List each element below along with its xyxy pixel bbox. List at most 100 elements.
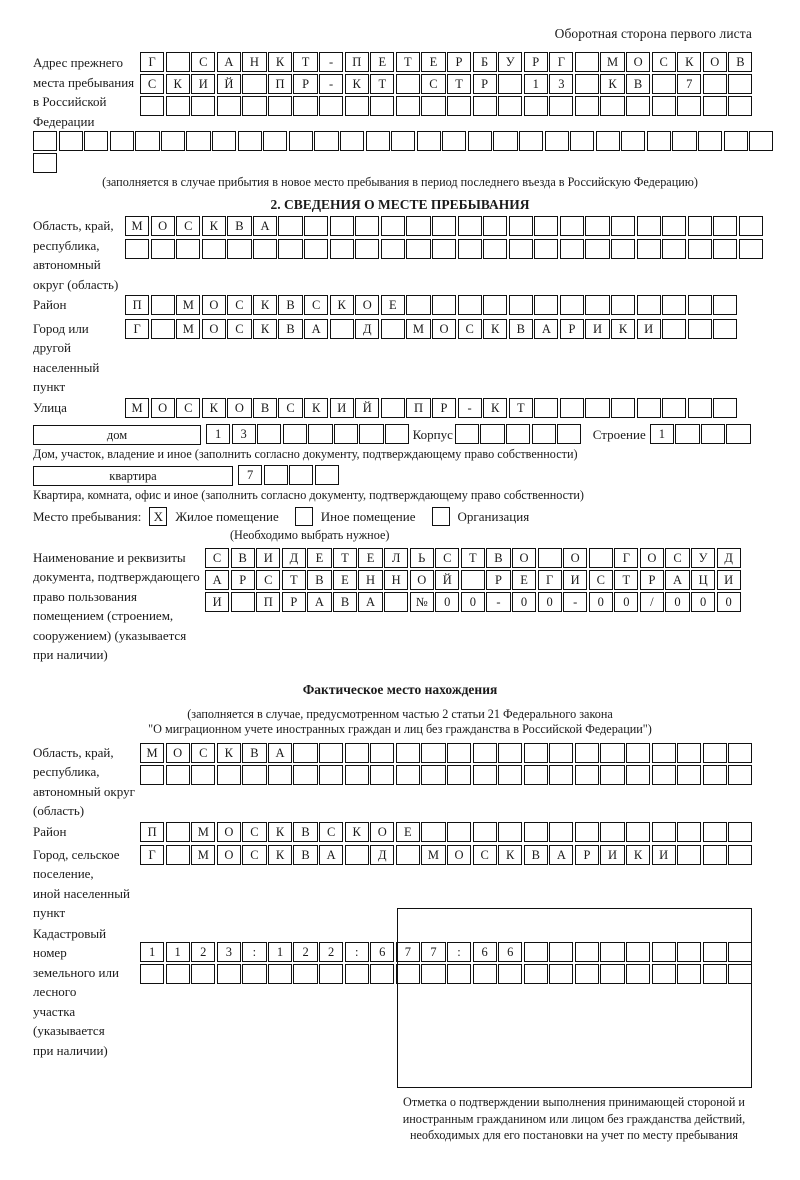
char-cell[interactable]: : <box>242 941 267 962</box>
char-cell[interactable]: П <box>256 592 281 612</box>
char-cell[interactable] <box>559 397 585 418</box>
char-cell[interactable]: Е <box>421 52 446 72</box>
char-cell[interactable]: К <box>304 397 329 418</box>
char-cell[interactable] <box>457 295 482 316</box>
char-cell[interactable] <box>191 764 216 785</box>
char-cell[interactable] <box>687 238 712 259</box>
char-cell[interactable]: 1 <box>649 423 674 444</box>
char-cell[interactable] <box>549 764 574 785</box>
char-cell[interactable]: 2 <box>319 941 344 962</box>
char-cell[interactable]: В <box>486 547 511 568</box>
char-cell[interactable]: 7 <box>421 941 446 962</box>
char-cell[interactable]: С <box>191 742 216 763</box>
char-cell[interactable] <box>595 131 620 151</box>
char-cell[interactable]: В <box>293 821 318 842</box>
char-cell[interactable] <box>651 742 676 763</box>
char-cell[interactable]: С <box>304 295 329 316</box>
char-cell[interactable] <box>523 742 548 763</box>
char-cell[interactable]: К <box>610 318 636 339</box>
char-cell[interactable]: Ь <box>409 547 434 568</box>
char-cell[interactable] <box>230 592 255 612</box>
char-cell[interactable] <box>33 131 58 151</box>
char-cell[interactable]: М <box>140 742 165 763</box>
char-cell[interactable]: В <box>252 397 278 418</box>
char-cell[interactable] <box>370 742 395 763</box>
char-cell[interactable] <box>636 238 661 259</box>
char-cell[interactable]: С <box>242 844 267 865</box>
char-cell[interactable] <box>370 964 395 984</box>
char-cell[interactable]: С <box>256 569 281 590</box>
char-cell[interactable] <box>549 821 574 842</box>
char-cell[interactable] <box>304 216 329 237</box>
char-cell[interactable] <box>702 96 727 117</box>
char-cell[interactable]: И <box>191 74 216 95</box>
char-cell[interactable] <box>713 318 738 339</box>
char-cell[interactable] <box>454 423 480 444</box>
char-cell[interactable]: 1 <box>165 941 190 962</box>
char-cell[interactable] <box>651 941 676 962</box>
char-cell[interactable]: А <box>216 52 241 72</box>
char-cell[interactable] <box>355 216 380 237</box>
char-cell[interactable]: - <box>319 52 344 72</box>
char-cell[interactable] <box>610 295 636 316</box>
char-cell[interactable] <box>278 216 303 237</box>
char-cell[interactable] <box>227 238 252 259</box>
prev-address-row-3[interactable] <box>140 96 760 118</box>
char-cell[interactable] <box>728 742 753 763</box>
char-cell[interactable]: Г <box>140 844 165 865</box>
char-cell[interactable] <box>289 464 314 485</box>
char-cell[interactable] <box>702 964 727 984</box>
char-cell[interactable]: Д <box>355 318 380 339</box>
char-cell[interactable]: 0 <box>511 592 537 612</box>
char-cell[interactable]: К <box>267 52 293 72</box>
char-cell[interactable] <box>677 964 702 984</box>
char-cell[interactable] <box>406 216 431 237</box>
char-cell[interactable] <box>574 941 600 962</box>
char-cell[interactable]: Н <box>242 52 267 72</box>
char-cell[interactable] <box>257 423 282 444</box>
char-cell[interactable] <box>355 238 380 259</box>
stroenie-digits[interactable]: 1 <box>649 423 752 446</box>
char-cell[interactable] <box>242 74 267 95</box>
char-cell[interactable]: 0 <box>690 592 716 612</box>
char-cell[interactable]: О <box>563 547 588 568</box>
char-cell[interactable] <box>574 742 600 763</box>
char-cell[interactable] <box>559 295 585 316</box>
char-cell[interactable] <box>446 821 472 842</box>
char-cell[interactable] <box>600 764 625 785</box>
char-cell[interactable] <box>574 964 600 984</box>
char-cell[interactable]: М <box>176 318 201 339</box>
char-cell[interactable] <box>662 216 687 237</box>
char-cell[interactable]: С <box>421 74 446 95</box>
char-cell[interactable] <box>549 96 574 117</box>
char-cell[interactable]: Т <box>395 52 420 72</box>
char-cell[interactable]: Е <box>358 547 383 568</box>
char-cell[interactable] <box>293 96 318 117</box>
char-cell[interactable] <box>574 74 600 95</box>
char-cell[interactable]: М <box>600 52 625 72</box>
char-cell[interactable] <box>749 131 774 151</box>
char-cell[interactable]: К <box>344 74 369 95</box>
char-cell[interactable] <box>559 216 585 237</box>
char-cell[interactable]: А <box>534 318 559 339</box>
char-cell[interactable]: И <box>329 397 354 418</box>
char-cell[interactable] <box>574 52 600 72</box>
char-cell[interactable] <box>395 742 420 763</box>
char-cell[interactable]: Е <box>395 821 420 842</box>
char-cell[interactable]: В <box>523 844 548 865</box>
char-cell[interactable] <box>585 397 610 418</box>
char-cell[interactable]: К <box>483 318 508 339</box>
char-cell[interactable] <box>293 742 318 763</box>
char-cell[interactable] <box>625 821 651 842</box>
char-cell[interactable] <box>319 964 344 984</box>
char-cell[interactable]: Т <box>446 74 472 95</box>
char-cell[interactable]: О <box>355 295 380 316</box>
char-cell[interactable]: 7 <box>677 74 702 95</box>
char-cell[interactable]: О <box>511 547 537 568</box>
stay-type-checkbox-residential[interactable]: X <box>149 507 168 527</box>
char-cell[interactable] <box>344 96 369 117</box>
